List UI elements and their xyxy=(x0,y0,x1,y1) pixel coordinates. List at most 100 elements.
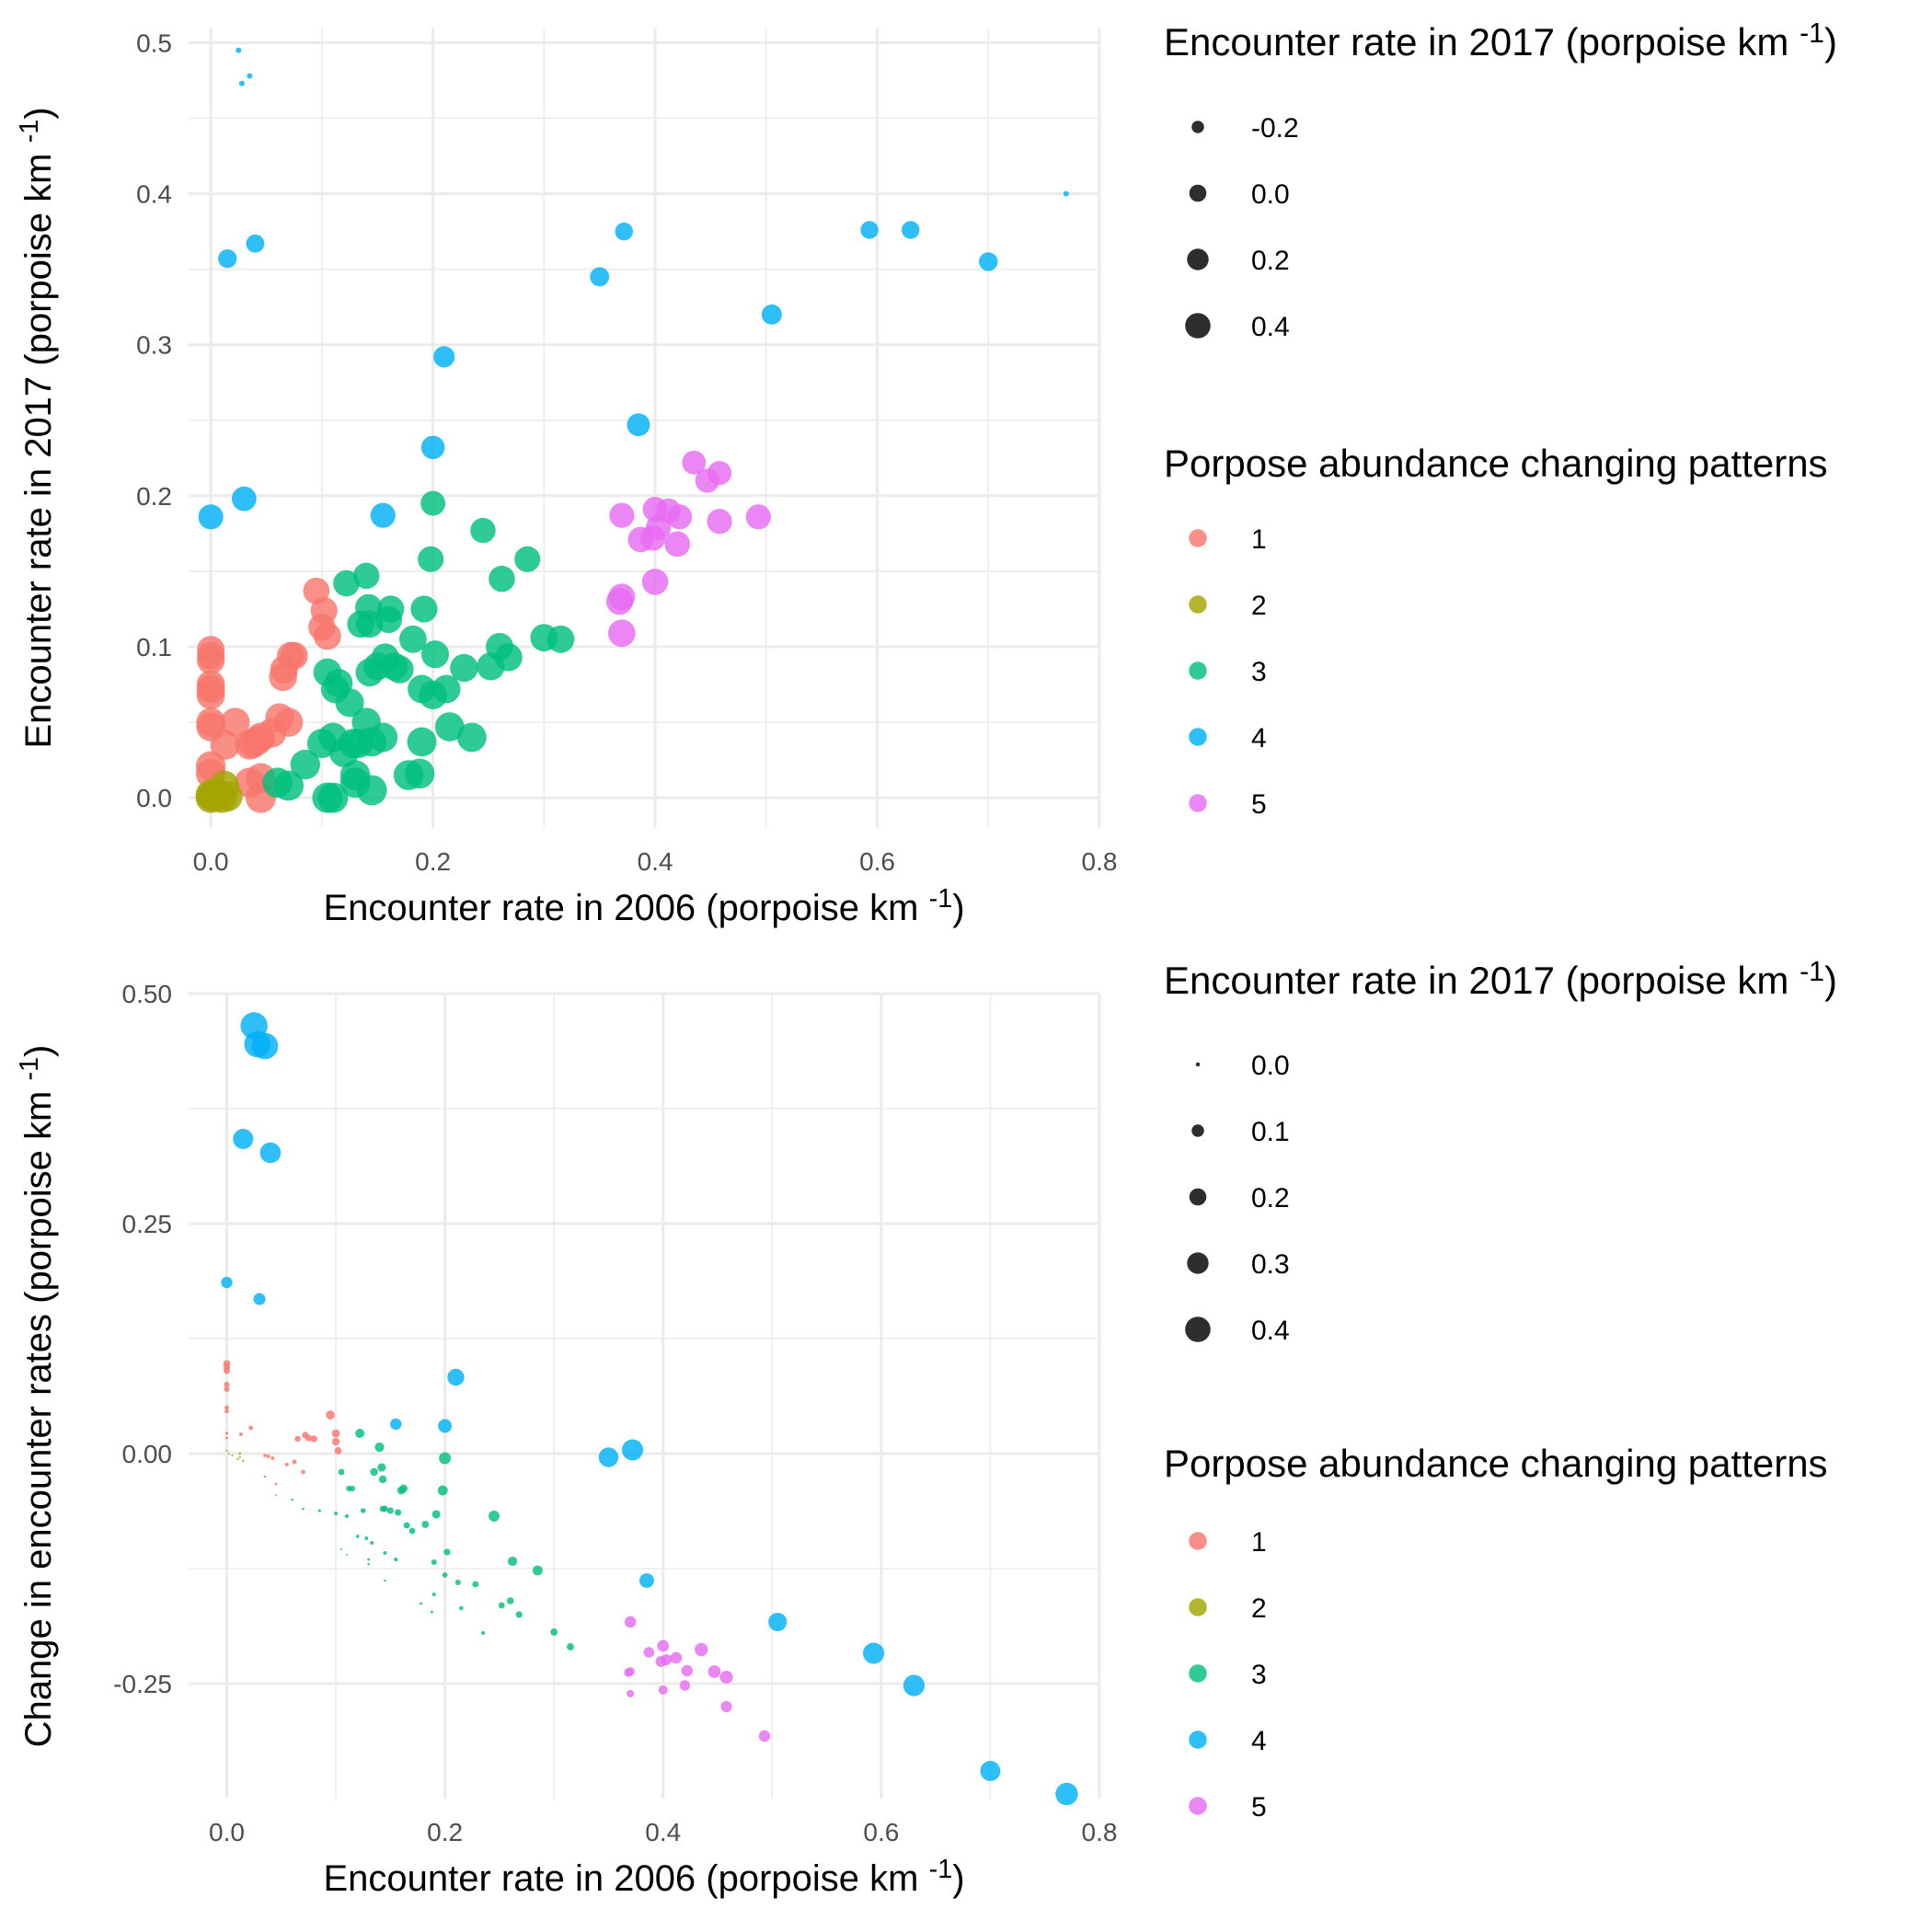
x-tick-label: 0.2 xyxy=(415,847,451,876)
color-legend-key xyxy=(1189,1664,1207,1683)
data-point xyxy=(410,595,438,623)
data-point xyxy=(615,222,633,241)
x-tick-label: 0.0 xyxy=(193,847,229,876)
data-point xyxy=(370,1467,378,1477)
data-point xyxy=(334,1512,339,1515)
data-point xyxy=(238,1452,242,1455)
color-legend-key xyxy=(1189,1532,1207,1550)
data-point xyxy=(355,1535,360,1538)
size-legend-title-close: ) xyxy=(1824,959,1837,1002)
data-point xyxy=(236,47,242,53)
data-point xyxy=(681,1664,694,1677)
data-point xyxy=(224,1409,229,1414)
data-point xyxy=(368,722,398,753)
data-point xyxy=(420,435,445,460)
y-tick-label: 0.00 xyxy=(122,1440,173,1468)
data-point xyxy=(339,1547,343,1551)
data-point xyxy=(470,517,496,544)
size-legend-label: -0.2 xyxy=(1251,113,1299,144)
y-tick-label: 0.0 xyxy=(136,784,172,812)
data-point xyxy=(489,565,515,592)
data-point xyxy=(609,502,635,528)
data-point xyxy=(459,1605,464,1611)
data-point xyxy=(305,1434,312,1442)
data-point xyxy=(679,1680,691,1691)
y-tick-label: 0.4 xyxy=(136,180,172,209)
x-axis-title-main: Encounter rate in 2006 (porpoise km xyxy=(323,888,928,928)
color-legend-key xyxy=(1189,794,1207,812)
data-point xyxy=(266,1455,270,1458)
data-point xyxy=(377,595,405,623)
data-point xyxy=(456,722,487,753)
size-legend-label: 0.2 xyxy=(1251,1183,1290,1213)
x-tick-label: 0.8 xyxy=(1082,847,1118,876)
data-point xyxy=(386,1507,394,1514)
y-axis-title-close: ) xyxy=(18,107,59,119)
size-legend-key xyxy=(1191,121,1204,133)
size-legend-title-superscript: -1 xyxy=(1800,18,1824,49)
y-axis-title-close: ) xyxy=(18,1045,59,1057)
color-legend-label: 5 xyxy=(1251,789,1267,820)
size-legend: Encounter rate in 2017 (porpoise km -1)-… xyxy=(1164,18,1837,342)
data-point xyxy=(360,1508,366,1513)
data-point xyxy=(326,1410,335,1420)
data-point xyxy=(902,221,920,239)
series-4 xyxy=(221,1012,1078,1806)
data-point xyxy=(494,643,523,672)
data-point xyxy=(398,625,427,653)
data-point xyxy=(238,1455,241,1459)
data-point xyxy=(334,1447,342,1455)
data-point xyxy=(273,770,305,801)
data-point xyxy=(514,546,541,572)
data-point xyxy=(657,1639,670,1652)
data-point xyxy=(608,619,636,648)
data-point xyxy=(442,1572,448,1578)
data-point xyxy=(407,727,437,757)
data-point xyxy=(670,1651,683,1664)
data-point xyxy=(431,1558,437,1566)
data-point xyxy=(624,1668,633,1677)
data-point xyxy=(349,1485,356,1492)
data-point xyxy=(377,1463,386,1472)
data-point xyxy=(430,1610,433,1614)
y-axis-title-main: Encounter rate in 2017 (porpoise km xyxy=(18,143,59,748)
size-legend-label: 0.2 xyxy=(1251,246,1290,276)
data-point xyxy=(664,531,691,558)
y-tick-label: 0.1 xyxy=(136,633,172,661)
size-legend-label: 0.4 xyxy=(1251,1316,1290,1346)
data-point xyxy=(655,1656,667,1667)
data-point xyxy=(314,622,341,650)
data-point xyxy=(622,1439,644,1461)
data-point xyxy=(367,1562,370,1566)
size-legend-key xyxy=(1185,313,1211,339)
size-legend-key xyxy=(1187,1252,1209,1274)
data-point xyxy=(980,1761,1001,1781)
tick-labels: 0.0 0.2 0.4 0.6 0.8 -0.25 0.00 0.25 0.50 xyxy=(113,980,1117,1846)
x-tick-label: 0.4 xyxy=(645,1818,681,1846)
y-tick-label: 0.50 xyxy=(122,980,173,1008)
data-point xyxy=(403,1522,410,1529)
data-point xyxy=(199,779,230,811)
data-point xyxy=(399,1484,408,1493)
data-point xyxy=(227,1452,230,1455)
data-point xyxy=(489,1511,500,1522)
data-point xyxy=(447,1368,465,1386)
data-point xyxy=(220,707,250,737)
series-5 xyxy=(624,1616,771,1742)
data-point xyxy=(221,1276,233,1289)
data-point xyxy=(627,1689,635,1698)
data-point xyxy=(506,1597,514,1604)
data-point xyxy=(384,1579,386,1582)
data-point xyxy=(244,1030,270,1058)
data-point xyxy=(639,1573,654,1588)
data-point xyxy=(408,1527,416,1535)
data-point xyxy=(291,1498,293,1501)
data-point xyxy=(1055,1782,1078,1806)
color-legend-label: 3 xyxy=(1251,1660,1267,1690)
series-2 xyxy=(225,1449,245,1463)
data-point xyxy=(472,1581,479,1588)
data-point xyxy=(567,1643,574,1650)
data-point xyxy=(235,767,265,799)
y-axis-title: Encounter rate in 2017 (porpoise km -1) xyxy=(15,107,59,748)
